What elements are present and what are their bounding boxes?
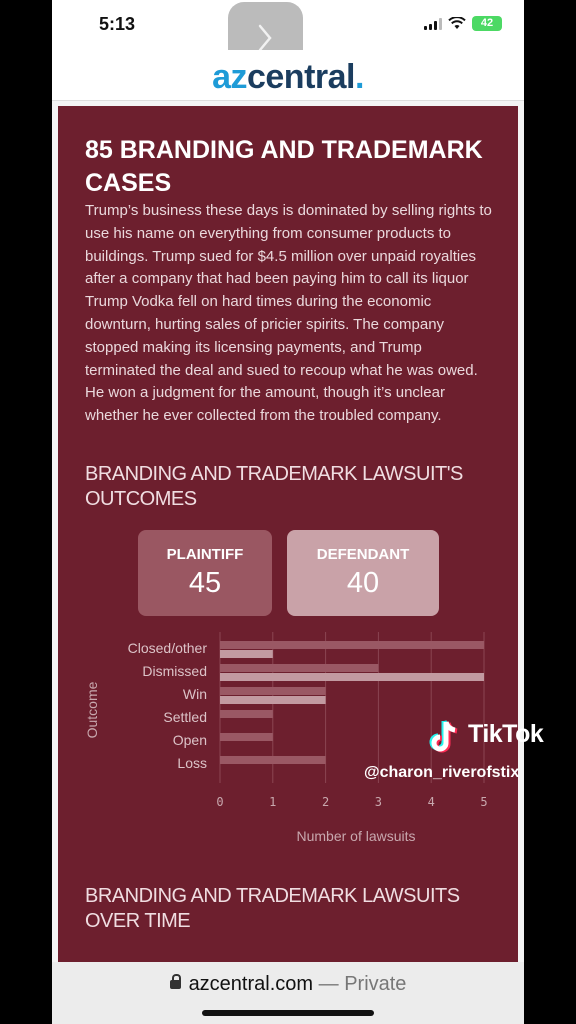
tiktok-username: @charon_riverofstix [364, 764, 520, 781]
bar-closed-other-s1 [220, 641, 484, 649]
bar-loss-s1 [220, 756, 326, 764]
lock-icon [169, 974, 181, 989]
y-category-label: Settled [163, 709, 207, 725]
plaintiff-count: 45 [188, 567, 222, 599]
battery-icon: 42 [472, 16, 502, 31]
y-axis-label: Outcome [84, 681, 100, 738]
y-category-label: Loss [177, 755, 207, 771]
url-separator: — [313, 973, 345, 995]
defendant-label: DEFENDANT [316, 546, 410, 563]
defendant-stat-card: DEFENDANT 40 [287, 530, 439, 616]
bar-dismissed-s1 [220, 664, 379, 672]
wifi-icon [448, 17, 466, 29]
x-tick-label: 1 [269, 795, 276, 809]
x-tick-label: 4 [428, 795, 435, 809]
private-mode-label: Private [344, 973, 407, 995]
article-headline: 85 BRANDING AND TRADEMARK CASES [85, 136, 483, 197]
chevron-right-icon [258, 24, 272, 52]
tiktok-logo-icon [429, 720, 458, 753]
article-card: 85 BRANDING AND TRADEMARK CASES Trump’s … [58, 106, 518, 966]
y-category-label: Dismissed [142, 663, 207, 679]
defendant-count: 40 [346, 567, 380, 599]
x-axis-label: Number of lawsuits [296, 828, 415, 844]
bar-open-s1 [220, 733, 273, 741]
bar-settled-s1 [220, 710, 273, 718]
bar-closed-other-s2 [220, 650, 273, 658]
tiktok-label: TikTok [468, 720, 544, 748]
url-display[interactable]: azcentral.com — Private [52, 973, 524, 996]
browser-address-bar[interactable]: azcentral.com — Private [52, 962, 524, 1024]
bar-win-s2 [220, 696, 326, 704]
x-tick-label: 0 [216, 795, 223, 809]
status-icons: 42 [424, 16, 502, 31]
y-category-label: Open [173, 732, 207, 748]
x-tick-label: 5 [480, 795, 487, 809]
cellular-signal-icon [424, 17, 442, 30]
y-category-label: Win [183, 686, 207, 702]
status-time: 5:13 [99, 14, 136, 34]
url-domain: azcentral.com [188, 973, 314, 995]
x-tick-label: 3 [375, 795, 382, 809]
home-indicator[interactable] [202, 1010, 374, 1016]
plaintiff-stat-card: PLAINTIFF 45 [138, 530, 272, 616]
azcentral-logo[interactable]: azcentral. [212, 58, 364, 96]
x-tick-label: 2 [322, 795, 329, 809]
over-time-section-title: BRANDING AND TRADEMARK LAWSUITS OVER TIM… [85, 885, 460, 932]
y-category-label: Closed/other [128, 640, 208, 656]
bar-win-s1 [220, 687, 326, 695]
site-header: azcentral. [52, 50, 524, 101]
outcomes-section-title: BRANDING AND TRADEMARK LAWSUIT'S OUTCOME… [85, 463, 463, 510]
bar-dismissed-s2 [220, 673, 484, 681]
outcomes-bar-chart: 0 1 2 3 4 5 Closed/other Dismissed Win Settled Ope… [84, 632, 488, 844]
plaintiff-label: PLAINTIFF [166, 546, 244, 563]
article-body: Trump’s business these days is dominated… [85, 202, 492, 425]
phone-screen: 5:13 42 azcentral. 85 BRANDING AND TRADE… [52, 0, 524, 1024]
